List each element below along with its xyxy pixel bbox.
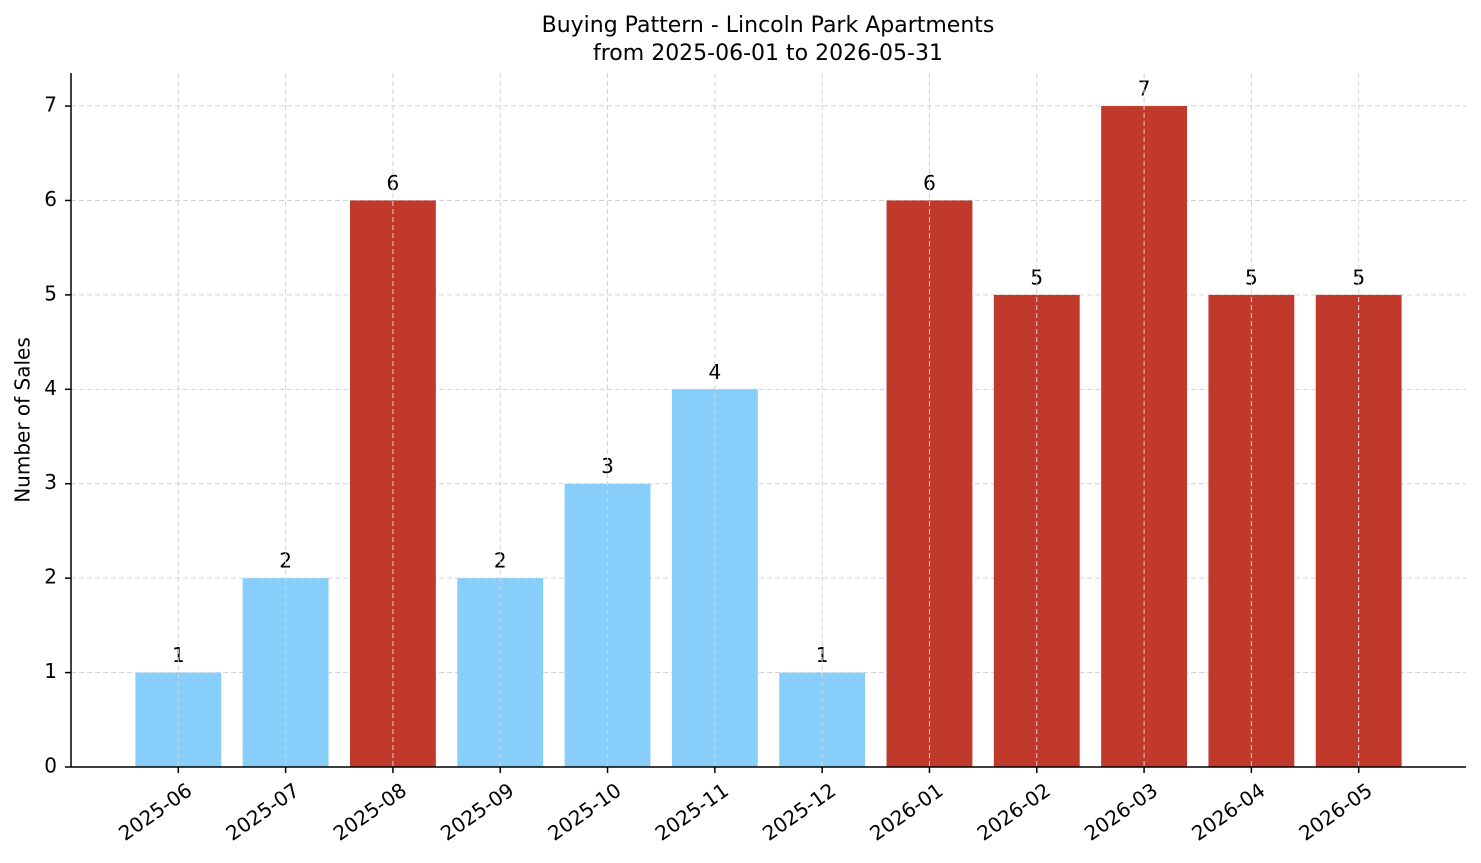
value-label: 2 <box>279 549 292 573</box>
y-tick-label: 1 <box>44 659 57 683</box>
value-label: 1 <box>816 643 829 667</box>
x-tick-label: 2026-01 <box>865 778 947 846</box>
x-tick-label: 2025-08 <box>329 778 411 846</box>
x-tick-label: 2025-06 <box>114 778 196 846</box>
y-axis-label: Number of Sales <box>11 337 35 503</box>
x-tick-label: 2025-11 <box>651 778 733 846</box>
bar <box>135 672 222 767</box>
y-tick-label: 0 <box>44 754 57 778</box>
y-tick-label: 3 <box>44 470 57 494</box>
y-tick-label: 4 <box>44 376 57 400</box>
chart-title: Buying Pattern - Lincoln Park Apartments <box>542 13 995 38</box>
x-tick-label: 2025-10 <box>543 778 625 846</box>
x-tick-label: 2026-03 <box>1080 778 1162 846</box>
x-tick-label: 2026-05 <box>1294 778 1376 846</box>
value-label: 6 <box>387 171 400 195</box>
value-label: 6 <box>923 171 936 195</box>
x-tick-label: 2026-02 <box>973 778 1055 846</box>
y-tick-label: 5 <box>44 281 57 305</box>
x-tick-label: 2026-04 <box>1187 778 1269 846</box>
value-label: 1 <box>172 643 185 667</box>
value-label: 7 <box>1138 77 1151 101</box>
value-label: 2 <box>494 549 507 573</box>
y-tick-label: 2 <box>44 565 57 589</box>
x-tick-label: 2025-09 <box>436 778 518 846</box>
x-tick-label: 2025-12 <box>758 778 840 846</box>
chart-subtitle: from 2025-06-01 to 2026-05-31 <box>593 41 943 66</box>
x-tick-label: 2025-07 <box>221 778 303 846</box>
y-tick-label: 6 <box>44 187 57 211</box>
bar <box>779 672 866 767</box>
y-tick-label: 7 <box>44 93 57 117</box>
